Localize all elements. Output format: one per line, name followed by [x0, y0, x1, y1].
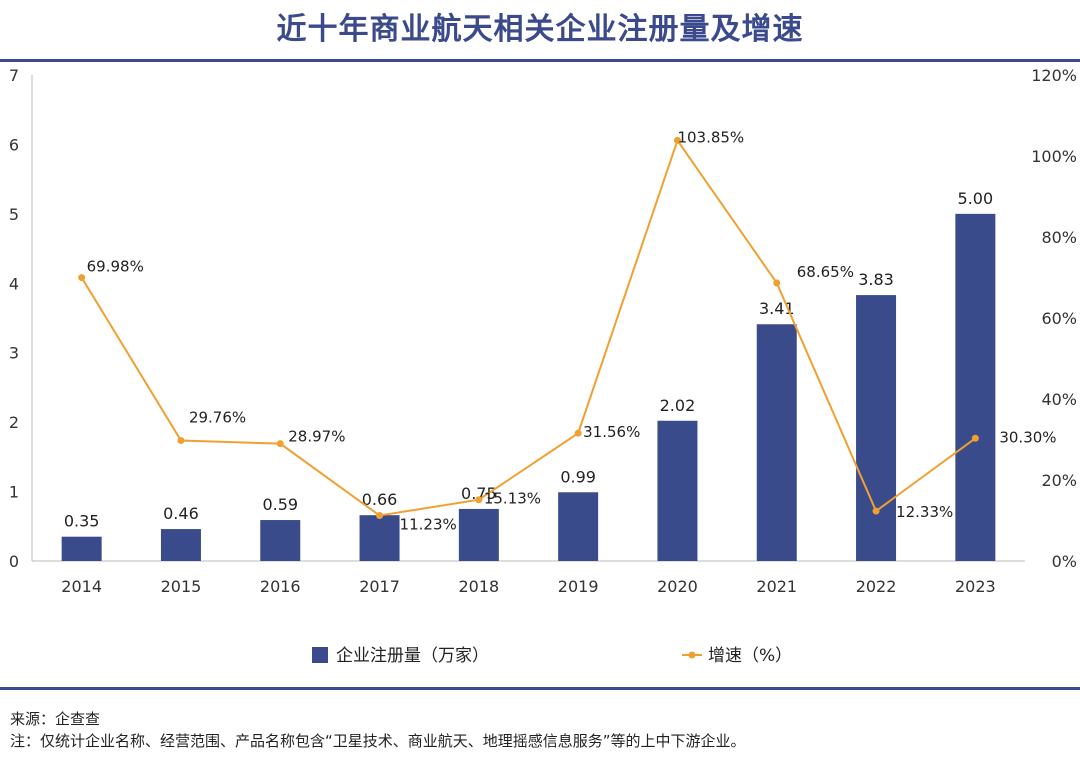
source-note: 来源：企查查 [10, 710, 101, 728]
legend-bar-swatch [312, 647, 328, 663]
right-tick-label: 20% [1041, 471, 1077, 490]
growth-point [574, 429, 582, 437]
bar [558, 492, 599, 561]
bar-data-label: 5.00 [958, 189, 994, 208]
growth-point [673, 136, 681, 144]
growth-data-label: 103.85% [677, 128, 744, 146]
x-tick-label: 2018 [458, 577, 499, 596]
chart-title: 近十年商业航天相关企业注册量及增速 [276, 12, 804, 47]
top-divider [0, 59, 1080, 62]
right-tick-label: 40% [1041, 390, 1077, 409]
x-tick-label: 2022 [856, 577, 897, 596]
right-tick-label: 120% [1031, 66, 1077, 85]
left-tick-label: 5 [9, 205, 19, 224]
bar-data-label: 0.46 [163, 504, 199, 523]
legend-bar-label: 企业注册量（万家） [336, 646, 489, 666]
growth-data-label: 31.56% [583, 423, 640, 441]
growth-point [276, 440, 284, 448]
growth-point [177, 436, 185, 444]
x-tick-label: 2015 [161, 577, 202, 596]
growth-line [80, 138, 976, 517]
bar [359, 515, 400, 561]
footnote: 注：仅统计企业名称、经营范围、产品名称包含“卫星技术、商业航天、地理摇感信息服务… [10, 732, 746, 750]
growth-point [376, 512, 384, 520]
growth-point [78, 274, 86, 282]
x-tick-label: 2014 [61, 577, 102, 596]
right-tick-label: 80% [1041, 228, 1077, 247]
growth-data-label: 12.33% [896, 503, 953, 521]
growth-data-label: 68.65% [797, 263, 854, 281]
growth-point [872, 507, 880, 515]
right-tick-label: 0% [1052, 552, 1077, 571]
bar [657, 420, 698, 561]
right-tick-label: 60% [1041, 309, 1077, 328]
bar-data-label: 0.99 [560, 467, 596, 486]
growth-point [773, 279, 781, 287]
notes: 来源：企查查 注：仅统计企业名称、经营范围、产品名称包含“卫星技术、商业航天、地… [10, 708, 746, 752]
legend-line-marker [688, 651, 696, 659]
bar [61, 536, 102, 561]
bar [260, 520, 301, 561]
bar-data-label: 0.66 [362, 490, 398, 509]
left-tick-label: 0 [9, 552, 19, 571]
bar-data-label: 0.75 [461, 484, 497, 503]
bar [756, 324, 797, 561]
x-tick-label: 2016 [260, 577, 301, 596]
left-tick-label: 3 [9, 344, 19, 363]
left-tick-label: 7 [9, 66, 19, 85]
growth-data-label: 29.76% [189, 408, 246, 426]
left-tick-label: 2 [9, 413, 19, 432]
x-tick-label: 2021 [756, 577, 797, 596]
bottom-divider [0, 687, 1080, 690]
x-tick-label: 2020 [657, 577, 698, 596]
x-tick-label: 2019 [558, 577, 599, 596]
growth-point [475, 496, 483, 504]
chart: 0 1 2 3 4 5 6 7 0% 20% 40% 60% 80% 100% 120% 2014 2015 20… [9, 66, 1077, 666]
growth-data-label: 30.30% [999, 428, 1056, 446]
growth-data-label: 11.23% [400, 516, 457, 534]
growth-data-label: 28.97% [288, 428, 345, 446]
legend-line-label: 增速（%） [708, 646, 792, 666]
bar [160, 529, 201, 561]
bar [955, 213, 996, 561]
x-tick-label: 2023 [955, 577, 996, 596]
bar-data-label: 2.02 [660, 396, 696, 415]
growth-point [971, 434, 979, 442]
bar [458, 508, 499, 561]
bar-data-label: 3.83 [858, 270, 894, 289]
x-tick-label: 2017 [359, 577, 400, 596]
bar [856, 295, 897, 561]
left-tick-label: 4 [9, 274, 19, 293]
left-tick-label: 6 [9, 135, 19, 154]
growth-data-label: 69.98% [87, 258, 144, 276]
bar-data-label: 0.59 [262, 495, 298, 514]
left-tick-label: 1 [9, 483, 19, 502]
growth-data-label: 15.13% [484, 490, 541, 508]
bar-data-label: 3.41 [759, 299, 795, 318]
right-tick-label: 100% [1031, 147, 1077, 166]
bar-data-label: 0.35 [64, 512, 100, 531]
